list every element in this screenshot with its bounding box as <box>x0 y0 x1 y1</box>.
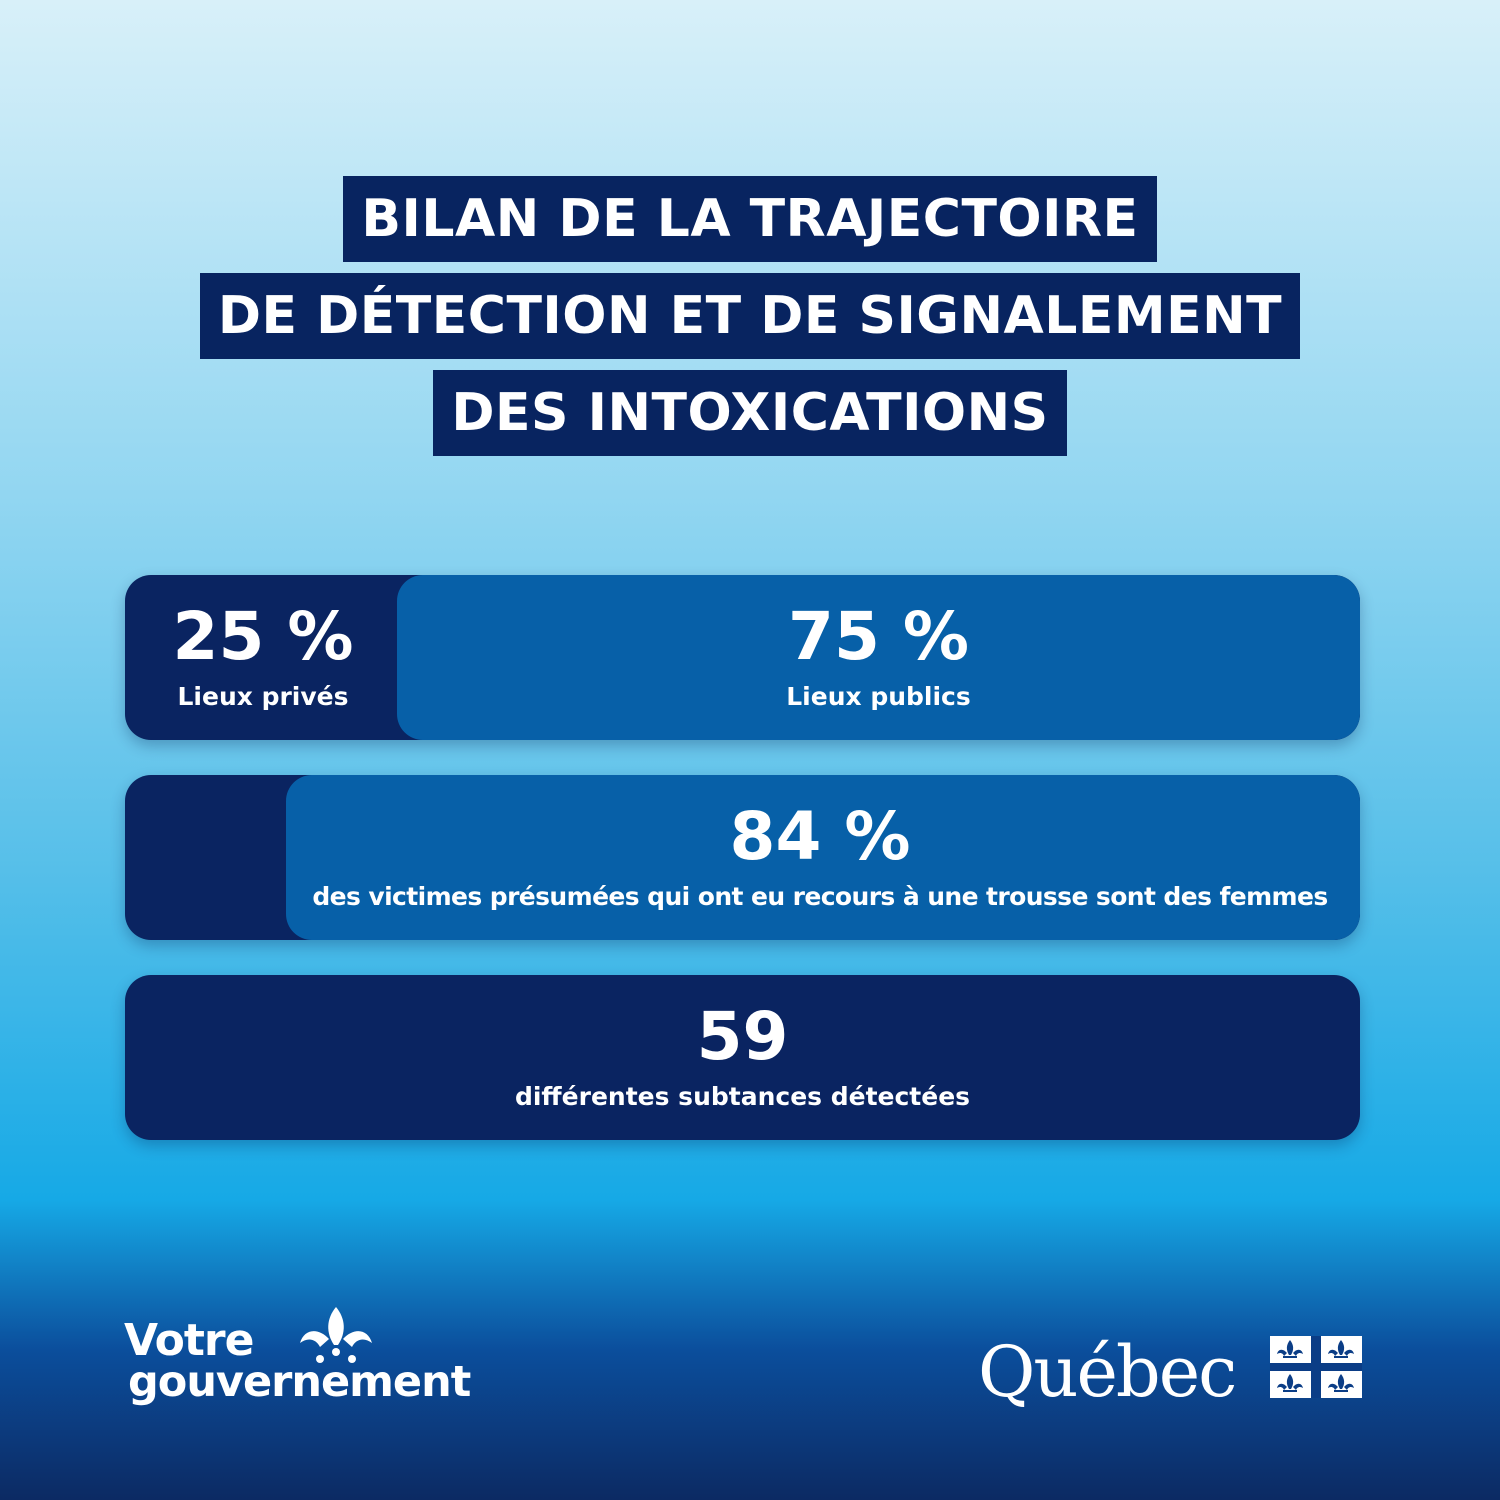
quebec-wordmark: Québec <box>978 1331 1237 1413</box>
public-places-label: Lieux publics <box>786 681 971 711</box>
quebec-logo: Québec <box>978 1330 1368 1420</box>
quebec-flag-icon <box>1270 1336 1362 1398</box>
votre-gouvernement-logo: Votre gouvernement <box>124 1305 484 1415</box>
substances-value: 59 <box>696 997 789 1075</box>
private-places-label: Lieux privés <box>177 681 349 711</box>
title-line-2: DE DÉTECTION ET DE SIGNALEMENT <box>199 273 1301 359</box>
substances-label: différentes subtances détectées <box>514 1081 971 1111</box>
substances-stat: 59 différentes subtances détectées <box>125 975 1360 1140</box>
location-split-bar: 25 % Lieux privés 75 % Lieux publics <box>125 575 1360 740</box>
women-victims-bar: 84 % des victimes présumées qui ont eu r… <box>125 775 1360 940</box>
women-victims-segment <box>286 775 1360 940</box>
title-line-3: DES INTOXICATIONS <box>433 370 1067 456</box>
public-places-segment <box>397 575 1360 740</box>
substances-bar: 59 différentes subtances détectées <box>125 975 1360 1140</box>
private-places-stat: 25 % Lieux privés <box>125 575 401 740</box>
votre-text: Votre <box>124 1315 254 1366</box>
public-places-value: 75 % <box>788 597 969 675</box>
gouvernement-text: gouvernement <box>128 1357 471 1407</box>
women-victims-stat: 84 % des victimes présumées qui ont eu r… <box>280 775 1360 940</box>
title-line-1: BILAN DE LA TRAJECTOIRE <box>343 176 1157 262</box>
women-victims-label: des victimes présumées qui ont eu recour… <box>312 881 1328 911</box>
private-places-value: 25 % <box>172 597 354 675</box>
women-victims-value: 84 % <box>729 797 911 875</box>
fleur-de-lys-icon <box>300 1307 372 1363</box>
public-places-stat: 75 % Lieux publics <box>397 575 1360 740</box>
title-block: BILAN DE LA TRAJECTOIRE DE DÉTECTION ET … <box>0 176 1500 467</box>
